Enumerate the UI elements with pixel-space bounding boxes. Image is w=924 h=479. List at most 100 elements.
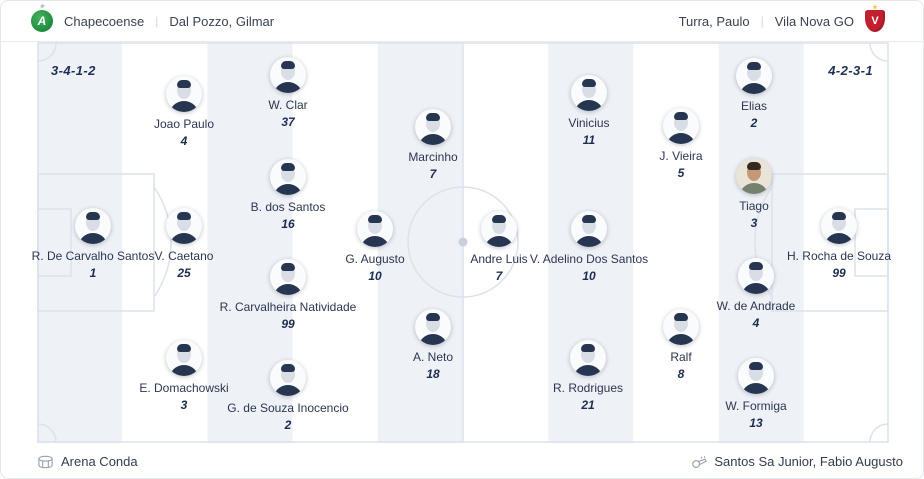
avatar-shirt xyxy=(273,385,303,396)
player-avatar xyxy=(270,360,306,396)
home-team-logo[interactable]: A xyxy=(31,10,53,32)
player-number: 4 xyxy=(180,134,188,148)
player-name: Joao Paulo xyxy=(153,117,215,131)
player-name: B. dos Santos xyxy=(250,200,326,214)
player-marker-home[interactable]: A. Neto 18 xyxy=(353,309,513,381)
player-avatar xyxy=(571,75,607,111)
player-number: 3 xyxy=(750,216,758,230)
player-avatar xyxy=(166,208,202,244)
player-name: G. Augusto xyxy=(345,252,405,266)
player-name: R. Rodrigues xyxy=(552,381,624,395)
avatar-hair xyxy=(674,112,688,120)
player-marker-home[interactable]: R. Carvalheira Natividade 99 xyxy=(208,259,368,331)
player-marker-away[interactable]: W. de Andrade 4 xyxy=(676,258,836,330)
player-number: 7 xyxy=(495,269,503,283)
player-number: 5 xyxy=(677,166,685,180)
avatar-shirt xyxy=(360,236,390,247)
avatar-shirt xyxy=(273,184,303,195)
avatar-hair xyxy=(86,212,100,220)
avatar-hair xyxy=(281,364,295,372)
avatar-shirt xyxy=(169,101,199,112)
player-avatar xyxy=(663,108,699,144)
avatar-shirt xyxy=(824,233,854,244)
player-marker-away[interactable]: W. Formiga 13 xyxy=(676,358,836,430)
player-number: 18 xyxy=(426,367,440,381)
player-avatar xyxy=(736,158,772,194)
player-marker-away[interactable]: Ralf 8 xyxy=(601,309,761,381)
player-marker-home[interactable]: V. Caetano 25 xyxy=(104,208,264,280)
avatar-hair xyxy=(749,362,763,370)
avatar-hair xyxy=(281,163,295,171)
venue-name: Arena Conda xyxy=(61,454,138,469)
whistle-icon xyxy=(690,455,708,469)
player-number: 2 xyxy=(284,418,292,432)
player-number: 21 xyxy=(581,398,595,412)
player-number: 99 xyxy=(281,317,295,331)
player-marker-home[interactable]: Marcinho 7 xyxy=(353,109,513,181)
player-name: R. De Carvalho Santos xyxy=(31,249,155,263)
player-marker-away[interactable]: J. Vieira 5 xyxy=(601,108,761,180)
avatar-shirt xyxy=(273,284,303,295)
player-avatar xyxy=(75,208,111,244)
player-number: 2 xyxy=(750,116,758,130)
player-avatar xyxy=(166,340,202,376)
player-avatar xyxy=(270,57,306,93)
player-avatar xyxy=(415,309,451,345)
player-name: Marcinho xyxy=(408,150,458,164)
header: A Chapecoense | Dal Pozzo, Gilmar Turra,… xyxy=(1,1,923,42)
player-marker-away[interactable]: Tiago 3 xyxy=(674,158,834,230)
away-logo-monogram: V xyxy=(871,15,879,27)
player-name: Elias xyxy=(740,99,767,113)
player-name: Tiago xyxy=(739,199,769,213)
away-coach-name: Turra, Paulo xyxy=(678,13,750,29)
player-name: E. Domachowski xyxy=(139,381,229,395)
player-marker-away[interactable]: R. Rodrigues 21 xyxy=(508,340,668,412)
player-name: G. de Souza Inocencio xyxy=(227,401,349,415)
player-marker-home[interactable]: B. dos Santos 16 xyxy=(208,159,368,231)
player-name: Andre Luis xyxy=(470,252,528,266)
avatar-hair xyxy=(492,215,506,223)
home-formation: 3-4-1-2 xyxy=(51,63,96,78)
player-marker-away[interactable]: H. Rocha de Souza 99 xyxy=(759,208,919,280)
header-divider: | xyxy=(155,14,159,28)
player-avatar xyxy=(821,208,857,244)
venue-info: Arena Conda xyxy=(37,454,138,469)
footer: Arena Conda Santos Sa Junior, Fabio Augu… xyxy=(1,443,923,478)
avatar-shirt xyxy=(418,134,448,145)
player-number: 10 xyxy=(582,269,596,283)
player-name: Vinicius xyxy=(568,116,610,130)
avatar-hair xyxy=(177,344,191,352)
avatar-shirt xyxy=(418,334,448,345)
pitch: 3-4-1-2 4-2-3-1 R. De Carvalho Santos 1 Jo… xyxy=(1,42,923,443)
player-avatar xyxy=(571,211,607,247)
home-team-header: A Chapecoense | Dal Pozzo, Gilmar xyxy=(31,10,274,32)
away-team-logo[interactable]: V xyxy=(865,10,885,32)
away-team-name[interactable]: Vila Nova GO xyxy=(774,13,854,29)
player-number: 3 xyxy=(180,398,188,412)
player-marker-home[interactable]: Joao Paulo 4 xyxy=(104,76,264,148)
center-spot xyxy=(458,237,468,247)
player-marker-away[interactable]: Andre Luis 7 xyxy=(419,211,579,283)
player-name: H. Rocha de Souza xyxy=(786,249,892,263)
avatar-shirt xyxy=(273,82,303,93)
home-coach-name: Dal Pozzo, Gilmar xyxy=(169,13,275,29)
player-marker-home[interactable]: R. De Carvalho Santos 1 xyxy=(13,208,173,280)
player-marker-home[interactable]: G. de Souza Inocencio 2 xyxy=(208,360,368,432)
player-marker-home[interactable]: W. Clar 37 xyxy=(208,57,368,129)
avatar-hair xyxy=(177,80,191,88)
player-marker-home[interactable]: G. Augusto 10 xyxy=(295,211,455,283)
avatar-hair xyxy=(747,62,761,70)
player-marker-away[interactable]: V. Adelino Dos Santos 10 xyxy=(509,211,669,283)
avatar-hair xyxy=(582,215,596,223)
player-number: 11 xyxy=(582,133,596,147)
avatar-hair xyxy=(281,263,295,271)
home-team-name[interactable]: Chapecoense xyxy=(64,13,145,29)
avatar-hair xyxy=(674,313,688,321)
player-avatar xyxy=(481,211,517,247)
player-marker-away[interactable]: Elias 2 xyxy=(674,58,834,130)
player-marker-away[interactable]: Vinicius 11 xyxy=(509,75,669,147)
referee-info: Santos Sa Junior, Fabio Augusto xyxy=(690,454,903,469)
avatar-shirt xyxy=(741,283,771,294)
player-marker-home[interactable]: E. Domachowski 3 xyxy=(104,340,264,412)
